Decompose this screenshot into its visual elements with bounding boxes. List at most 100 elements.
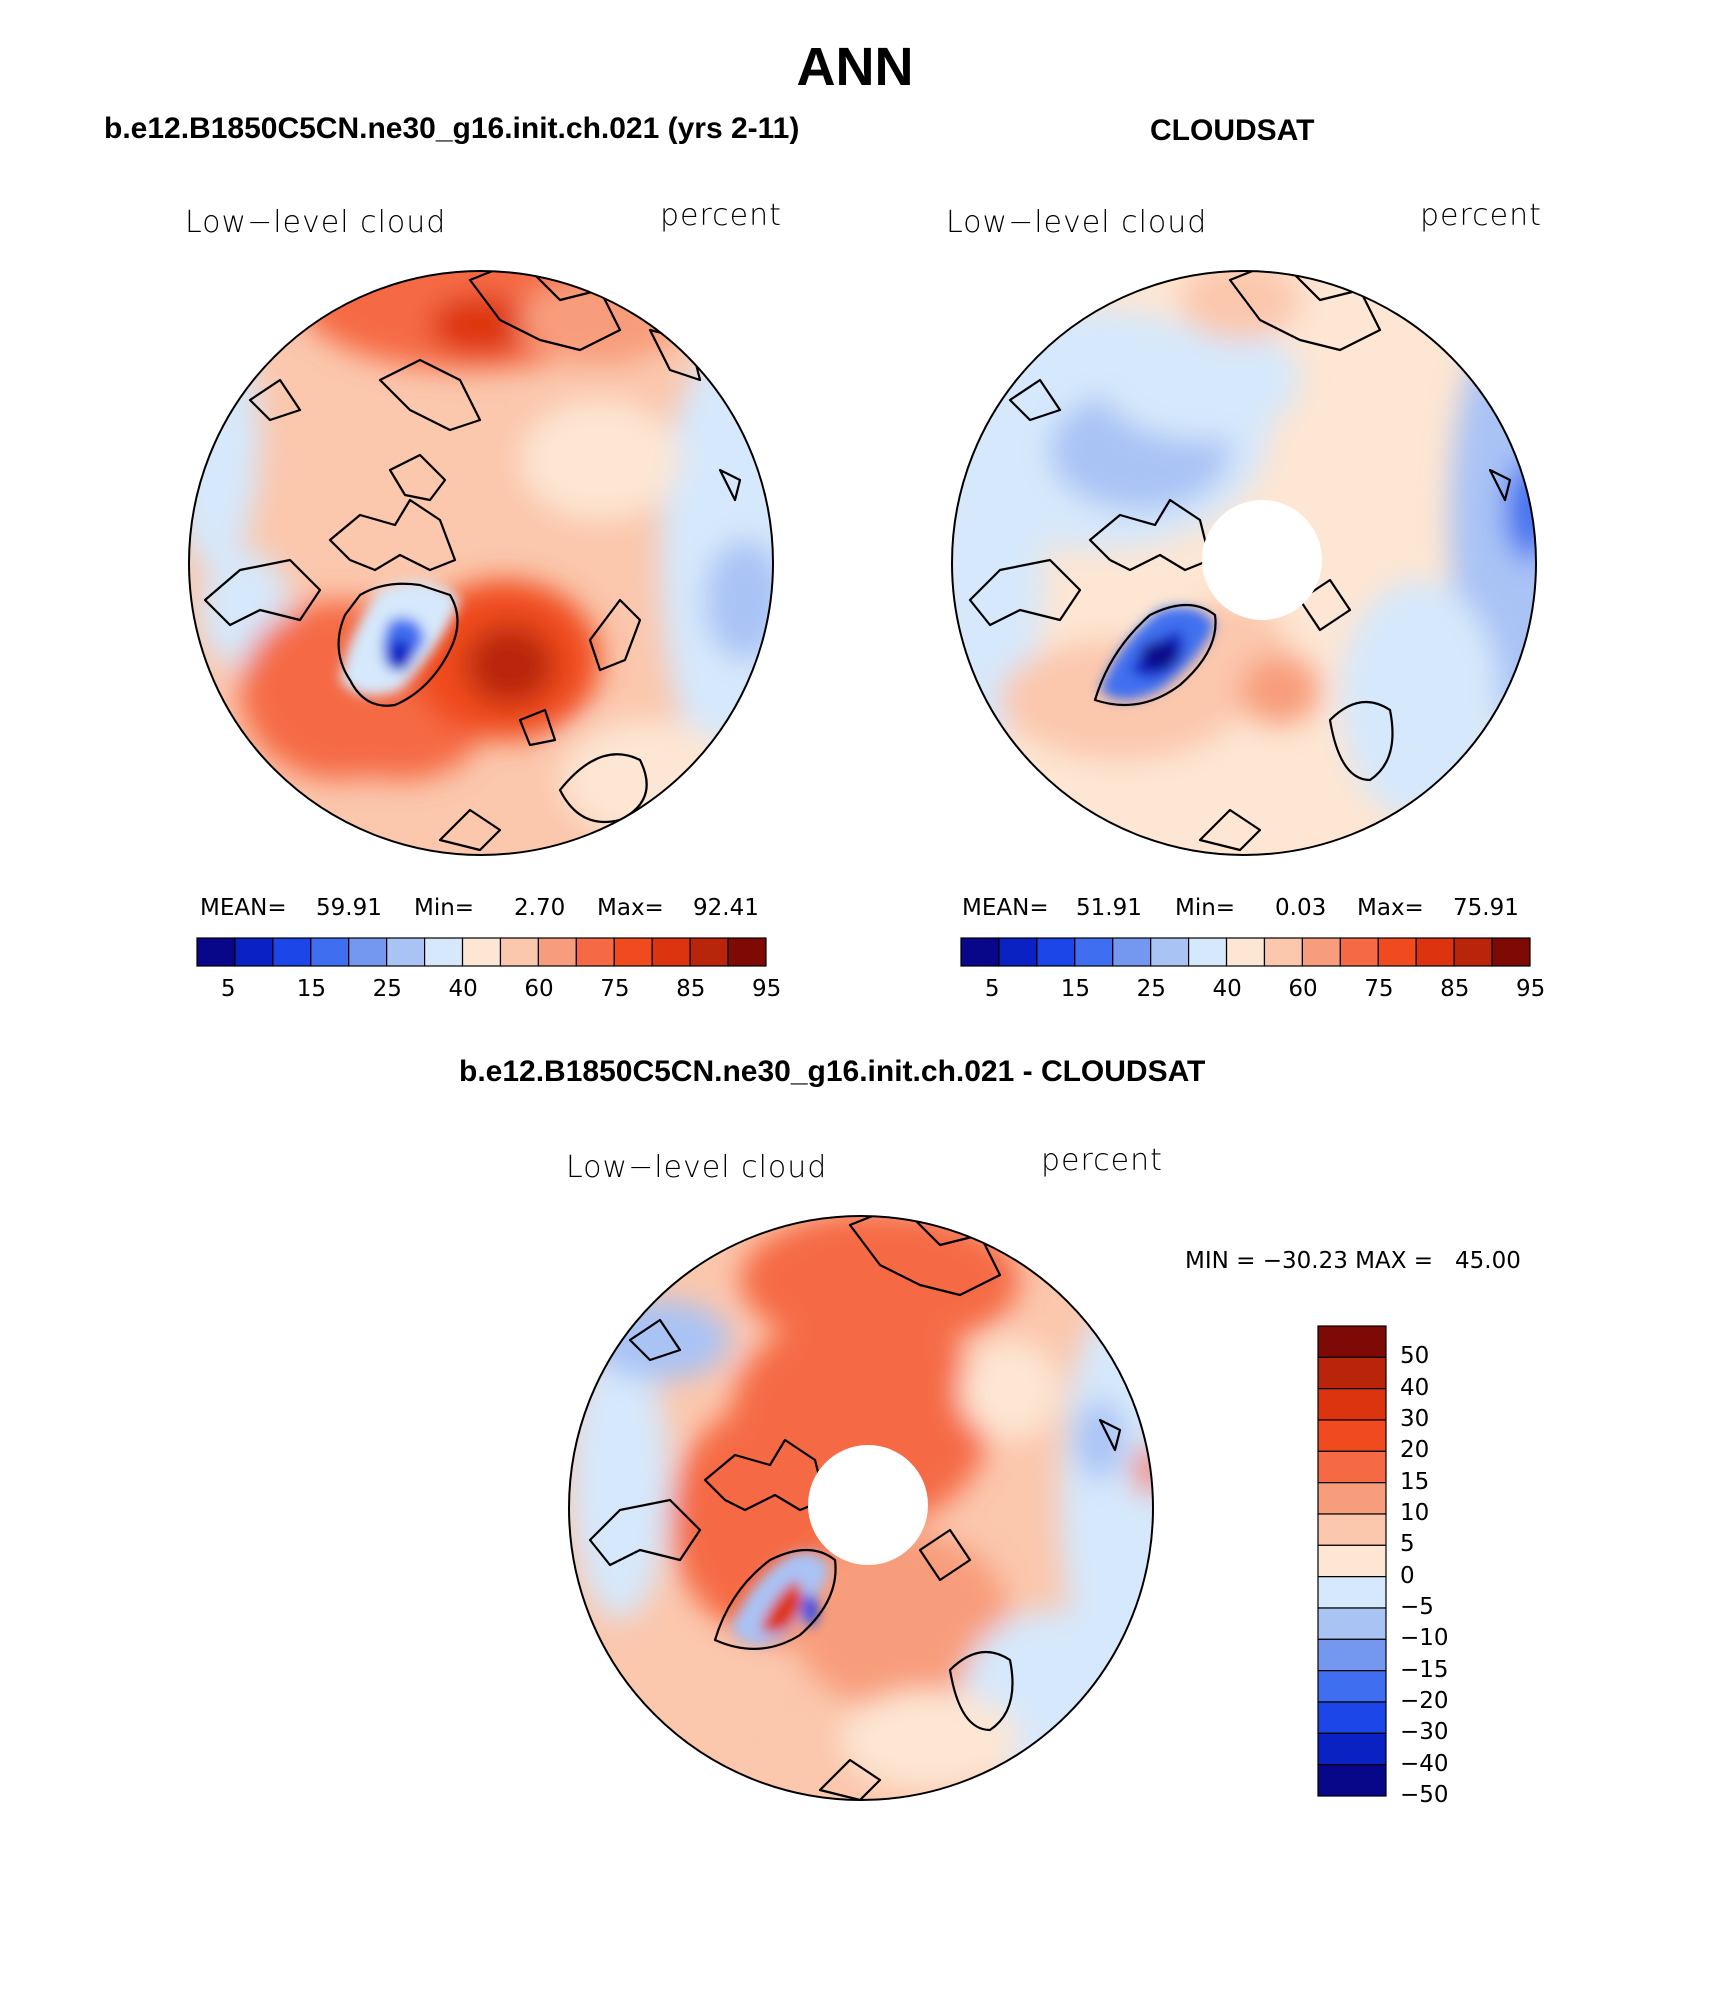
panel-3-header: b.e12.B1850C5CN.ne30_g16.init.ch.021 - C… bbox=[459, 1055, 1206, 1088]
colorbar-tick-label: 5 bbox=[984, 976, 1000, 1002]
colorbar-swatch bbox=[1187, 937, 1228, 967]
colorbar-tick-label: 40 bbox=[1400, 1374, 1430, 1401]
panel-1-min-label: Min= bbox=[414, 895, 475, 921]
colorbar-tick-label: 40 bbox=[1212, 976, 1242, 1002]
panel-2-header: CLOUDSAT bbox=[1150, 114, 1315, 147]
panel-1-colorbar bbox=[196, 937, 767, 967]
colorbar-swatch bbox=[1317, 1732, 1387, 1766]
colorbar-tick-label: −15 bbox=[1400, 1656, 1449, 1683]
colorbar-tick-label: 60 bbox=[524, 976, 554, 1002]
panel-2-mean-label: MEAN= bbox=[962, 895, 1049, 921]
colorbar-swatch bbox=[1317, 1482, 1387, 1515]
map-model bbox=[188, 270, 774, 856]
colorbar-swatch bbox=[424, 937, 464, 967]
colorbar-swatch bbox=[575, 937, 615, 967]
panel-1-mean-value: 59.91 bbox=[316, 895, 382, 921]
colorbar-swatch bbox=[1317, 1576, 1387, 1609]
colorbar-tick-label: 5 bbox=[1400, 1531, 1415, 1558]
colorbar-tick-label: 10 bbox=[1400, 1500, 1430, 1526]
colorbar-swatch bbox=[1225, 937, 1266, 967]
colorbar-swatch bbox=[537, 937, 577, 967]
colorbar-tick-label: 60 bbox=[1288, 976, 1318, 1002]
colorbar-tick-label: −10 bbox=[1400, 1625, 1449, 1652]
colorbar-swatch bbox=[1415, 937, 1455, 967]
page-title: ANN bbox=[796, 37, 914, 97]
colorbar-swatch bbox=[1263, 937, 1304, 967]
colorbar-swatch bbox=[196, 937, 236, 967]
colorbar-swatch bbox=[1453, 937, 1493, 967]
panel-1-max-label: Max= bbox=[597, 895, 664, 921]
colorbar-tick-label: −20 bbox=[1400, 1688, 1449, 1714]
colorbar-swatch bbox=[272, 937, 312, 967]
panel-2-min-value: 0.03 bbox=[1275, 895, 1327, 921]
colorbar-swatch bbox=[1317, 1764, 1387, 1797]
panel-1-max-value: 92.41 bbox=[693, 895, 759, 921]
panel-3-colorbar bbox=[1317, 1325, 1387, 1797]
colorbar-swatch bbox=[1317, 1513, 1387, 1546]
colorbar-swatch bbox=[998, 937, 1038, 967]
colorbar-tick-label: −50 bbox=[1400, 1782, 1449, 1808]
colorbar-swatch bbox=[1112, 937, 1152, 967]
colorbar-tick-label: 85 bbox=[1440, 976, 1470, 1002]
panel-2-min-label: Min= bbox=[1175, 895, 1236, 921]
panel-2-colorbar bbox=[960, 937, 1531, 967]
colorbar-swatch bbox=[1317, 1544, 1387, 1578]
colorbar-tick-label: 25 bbox=[372, 976, 402, 1002]
panel-3-units-label: percent bbox=[1041, 1143, 1163, 1178]
colorbar-swatch bbox=[1317, 1607, 1387, 1640]
panel-1-units-label: percent bbox=[660, 198, 782, 233]
colorbar-swatch bbox=[1491, 937, 1531, 967]
panel-3-variable-label: Low−level cloud bbox=[566, 1150, 828, 1185]
panel-1-variable-label: Low−level cloud bbox=[185, 205, 447, 240]
colorbar-tick-label: 25 bbox=[1136, 976, 1166, 1002]
colorbar-tick-label: −30 bbox=[1400, 1719, 1449, 1746]
map-difference bbox=[568, 1215, 1154, 1801]
colorbar-tick-label: 0 bbox=[1400, 1562, 1415, 1589]
panel-2-max-value: 75.91 bbox=[1453, 895, 1519, 921]
colorbar-swatch bbox=[348, 937, 388, 967]
colorbar-swatch bbox=[1301, 937, 1341, 967]
map-cloudsat bbox=[951, 270, 1537, 856]
colorbar-tick-label: 40 bbox=[448, 976, 478, 1002]
colorbar-tick-label: 85 bbox=[676, 976, 706, 1002]
panel-2-variable-label: Low−level cloud bbox=[946, 205, 1208, 240]
colorbar-swatch bbox=[234, 937, 274, 967]
colorbar-swatch bbox=[651, 937, 691, 967]
colorbar-swatch bbox=[310, 937, 350, 967]
panel-2-max-label: Max= bbox=[1357, 895, 1424, 921]
colorbar-swatch bbox=[386, 937, 426, 967]
colorbar-swatch bbox=[1317, 1450, 1387, 1484]
colorbar-swatch bbox=[1074, 937, 1114, 967]
colorbar-swatch bbox=[1317, 1638, 1387, 1672]
colorbar-tick-label: 15 bbox=[1400, 1468, 1430, 1495]
colorbar-tick-label: 5 bbox=[220, 976, 236, 1002]
colorbar-swatch bbox=[960, 937, 1000, 967]
colorbar-swatch bbox=[1317, 1670, 1387, 1703]
colorbar-swatch bbox=[1317, 1356, 1387, 1390]
colorbar-tick-label: 75 bbox=[1364, 976, 1394, 1002]
colorbar-swatch bbox=[689, 937, 729, 967]
colorbar-tick-label: 75 bbox=[600, 976, 630, 1002]
colorbar-tick-label: 30 bbox=[1400, 1406, 1430, 1432]
panel-1-min-value: 2.70 bbox=[514, 895, 566, 921]
colorbar-swatch bbox=[1339, 937, 1379, 967]
colorbar-swatch bbox=[1317, 1419, 1387, 1452]
colorbar-swatch bbox=[1150, 937, 1190, 967]
colorbar-swatch bbox=[613, 937, 653, 967]
colorbar-tick-label: −5 bbox=[1400, 1594, 1434, 1620]
colorbar-tick-label: 50 bbox=[1400, 1343, 1430, 1370]
colorbar-tick-label: 15 bbox=[296, 976, 327, 1002]
colorbar-tick-label: 95 bbox=[1516, 976, 1546, 1002]
panel-2-units-label: percent bbox=[1420, 198, 1542, 233]
colorbar-swatch bbox=[1317, 1325, 1387, 1358]
colorbar-swatch bbox=[1036, 937, 1076, 967]
panel-2-mean-value: 51.91 bbox=[1076, 895, 1142, 921]
colorbar-swatch bbox=[1377, 937, 1417, 967]
colorbar-tick-label: 95 bbox=[752, 976, 782, 1002]
panel-1-mean-label: MEAN= bbox=[200, 895, 287, 921]
colorbar-tick-label: 15 bbox=[1060, 976, 1091, 1002]
colorbar-swatch bbox=[499, 937, 540, 967]
colorbar-swatch bbox=[461, 937, 502, 967]
colorbar-swatch bbox=[727, 937, 767, 967]
